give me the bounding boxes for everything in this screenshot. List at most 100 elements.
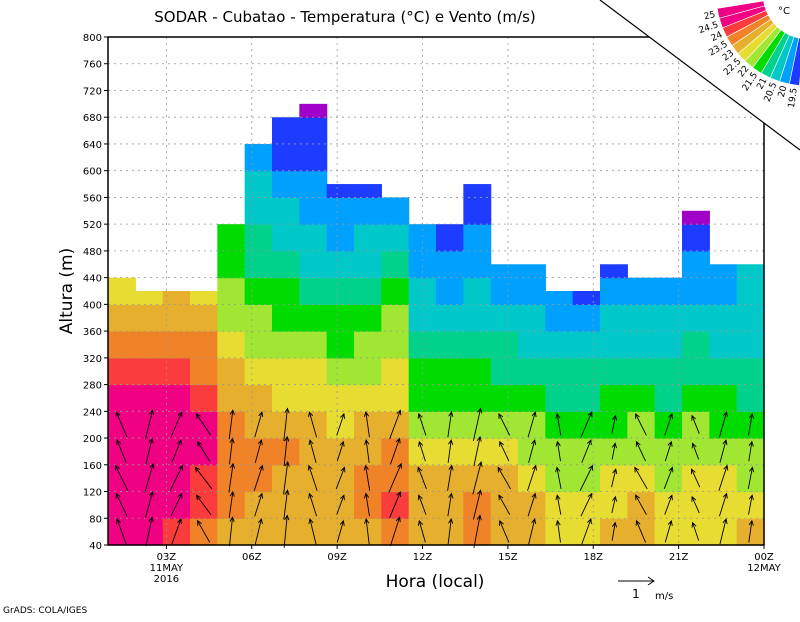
temperature-cell: [272, 250, 300, 279]
x-axis-label: Hora (local): [386, 572, 485, 592]
wind-arrow: [254, 439, 263, 463]
temperature-cell: [381, 197, 410, 225]
wind-arrow: [579, 464, 594, 491]
temperature-cell: [682, 277, 710, 305]
temperature-cell: [490, 304, 519, 332]
temperature-cell: [190, 331, 218, 359]
temperature-cell: [490, 357, 519, 386]
colorbar-label: 19.5: [787, 87, 800, 108]
temperature-cell: [600, 264, 628, 279]
temperature-cell: [354, 197, 382, 225]
temperature-cell: [299, 304, 328, 332]
temperature-cell: [162, 357, 191, 386]
wind-arrow: [363, 492, 370, 517]
temperature-cell: [736, 304, 765, 332]
wind-arrow: [253, 464, 264, 491]
temperature-cell: [572, 331, 601, 359]
temperature-cell: [326, 331, 355, 359]
wind-arrow: [472, 460, 483, 495]
wind-arrow: [417, 412, 427, 436]
temperature-cell: [135, 304, 164, 332]
temperature-cell: [381, 384, 410, 412]
temperature-cell: [381, 250, 410, 279]
y-tick-label: 720: [83, 86, 102, 97]
wind-arrow: [336, 494, 345, 515]
temperature-cell: [272, 197, 300, 225]
wind-arrow: [748, 494, 754, 515]
temperature-cell: [408, 250, 437, 279]
temperature-cell: [709, 357, 738, 386]
temperature-cell: [709, 304, 738, 332]
wind-arrow: [115, 411, 128, 438]
temperature-cell: [600, 357, 628, 386]
wind-arrow: [691, 495, 700, 514]
temperature-cell: [244, 170, 273, 199]
temperature-cell: [299, 117, 328, 145]
x-tick-label: 18Z: [583, 552, 603, 563]
temperature-cell: [354, 304, 382, 332]
wind-arrow: [499, 519, 510, 543]
temperature-cell: [518, 304, 546, 332]
temperature-cell: [190, 304, 218, 332]
y-tick-label: 520: [83, 220, 102, 231]
temperature-cell: [190, 384, 218, 412]
temperature-cell: [135, 357, 164, 386]
temperature-cell: [272, 224, 300, 252]
temperature-cell: [326, 184, 355, 199]
wind-arrow: [473, 514, 482, 548]
temperature-cell: [682, 331, 710, 359]
wind-arrow: [718, 411, 728, 438]
wind-arrow: [417, 494, 427, 515]
temperature-cell: [490, 264, 519, 279]
wind-arrow: [528, 439, 537, 463]
wind-scale-unit: m/s: [655, 591, 673, 602]
y-tick-label: 80: [89, 514, 102, 525]
temperature-cell: [682, 224, 710, 252]
temperature-cell: [463, 384, 492, 412]
wind-arrow: [611, 468, 618, 488]
temperature-cell: [299, 384, 328, 412]
wind-arrow: [228, 490, 235, 518]
wind-arrow: [363, 411, 370, 438]
temperature-cell: [326, 197, 355, 225]
temperature-cell: [244, 197, 273, 225]
temperature-cell: [326, 250, 355, 279]
temperature-cell: [600, 277, 628, 305]
wind-arrow: [308, 492, 318, 517]
x-tick-label: 06Z: [242, 552, 262, 563]
temperature-cell: [490, 277, 519, 305]
wind-arrow: [447, 518, 454, 545]
wind-arrow: [555, 412, 562, 436]
temperature-cell: [654, 357, 683, 386]
temperature-cell: [518, 357, 546, 386]
temperature-cell: [736, 277, 765, 305]
y-tick-label: 200: [83, 434, 102, 445]
wind-arrow: [748, 440, 754, 462]
temperature-cell: [217, 250, 246, 279]
temperature-cell: [463, 304, 492, 332]
wind-arrow: [145, 516, 154, 547]
x-tick-label: 21Z: [669, 552, 689, 563]
temperature-cell: [682, 384, 710, 412]
temperature-cell: [463, 197, 492, 225]
temperature-cell: [627, 357, 656, 386]
wind-arrow: [364, 439, 370, 463]
wind-arrow: [498, 494, 511, 515]
y-tick-label: 40: [89, 541, 102, 552]
x-tick-label: 03Z: [157, 552, 177, 563]
temperature-cell: [436, 357, 464, 386]
wind-arrow: [194, 466, 213, 490]
wind-arrow: [228, 409, 235, 440]
wind-arrow: [447, 464, 454, 491]
temperature-cell: [627, 384, 656, 412]
wind-arrow: [691, 442, 700, 460]
wind-arrow: [528, 518, 537, 545]
temperature-cell: [217, 357, 246, 386]
wind-arrow: [417, 466, 427, 490]
wind-arrow: [472, 489, 483, 520]
wind-arrow: [691, 521, 700, 541]
wind-arrow: [527, 464, 537, 491]
wind-arrow: [307, 464, 318, 491]
temperature-cell: [654, 331, 683, 359]
